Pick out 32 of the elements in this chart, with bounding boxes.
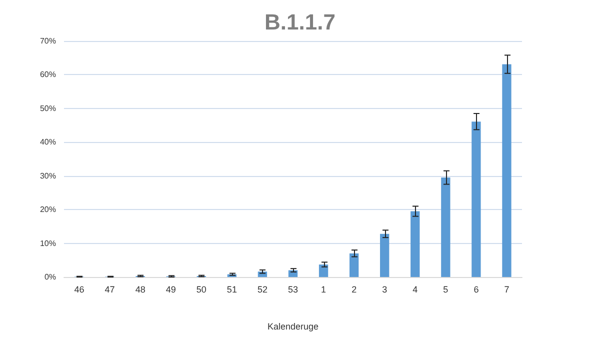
x-tick-label: 2 [352, 284, 357, 294]
y-tick-label: 50% [40, 104, 56, 113]
x-tick-label: 48 [135, 284, 146, 294]
x-tick-label: 6 [474, 284, 479, 294]
bar [502, 64, 512, 277]
bar [472, 122, 481, 277]
y-tick-label: 30% [40, 171, 56, 180]
x-tick-label: 52 [257, 284, 268, 294]
x-tick-label: 50 [196, 284, 206, 294]
bar [441, 178, 450, 277]
x-axis-title: Kalenderuge [267, 322, 319, 332]
x-tick-label: 46 [74, 284, 84, 294]
x-tick-label: 4 [412, 284, 418, 294]
y-tick-label: 40% [40, 138, 56, 147]
x-tick-label: 5 [443, 284, 448, 294]
bar [410, 211, 420, 277]
y-tick-label: 20% [40, 205, 56, 214]
y-tick-label: 10% [40, 238, 56, 248]
x-tick-label: 49 [166, 284, 176, 294]
x-tick-label: 3 [382, 284, 388, 294]
y-tick-label: 0% [44, 272, 56, 282]
x-tick-label: 47 [104, 284, 115, 294]
chart-title: B.1.1.7 [264, 10, 336, 34]
x-tick-label: 51 [226, 284, 237, 294]
x-tick-label: 53 [288, 284, 298, 294]
bar [349, 253, 359, 277]
y-tick-label: 70% [40, 36, 56, 46]
bar [318, 264, 328, 277]
y-tick-label: 60% [40, 70, 56, 80]
bar [380, 234, 390, 277]
x-tick-label: 1 [321, 284, 326, 294]
x-tick-label: 7 [504, 284, 510, 294]
